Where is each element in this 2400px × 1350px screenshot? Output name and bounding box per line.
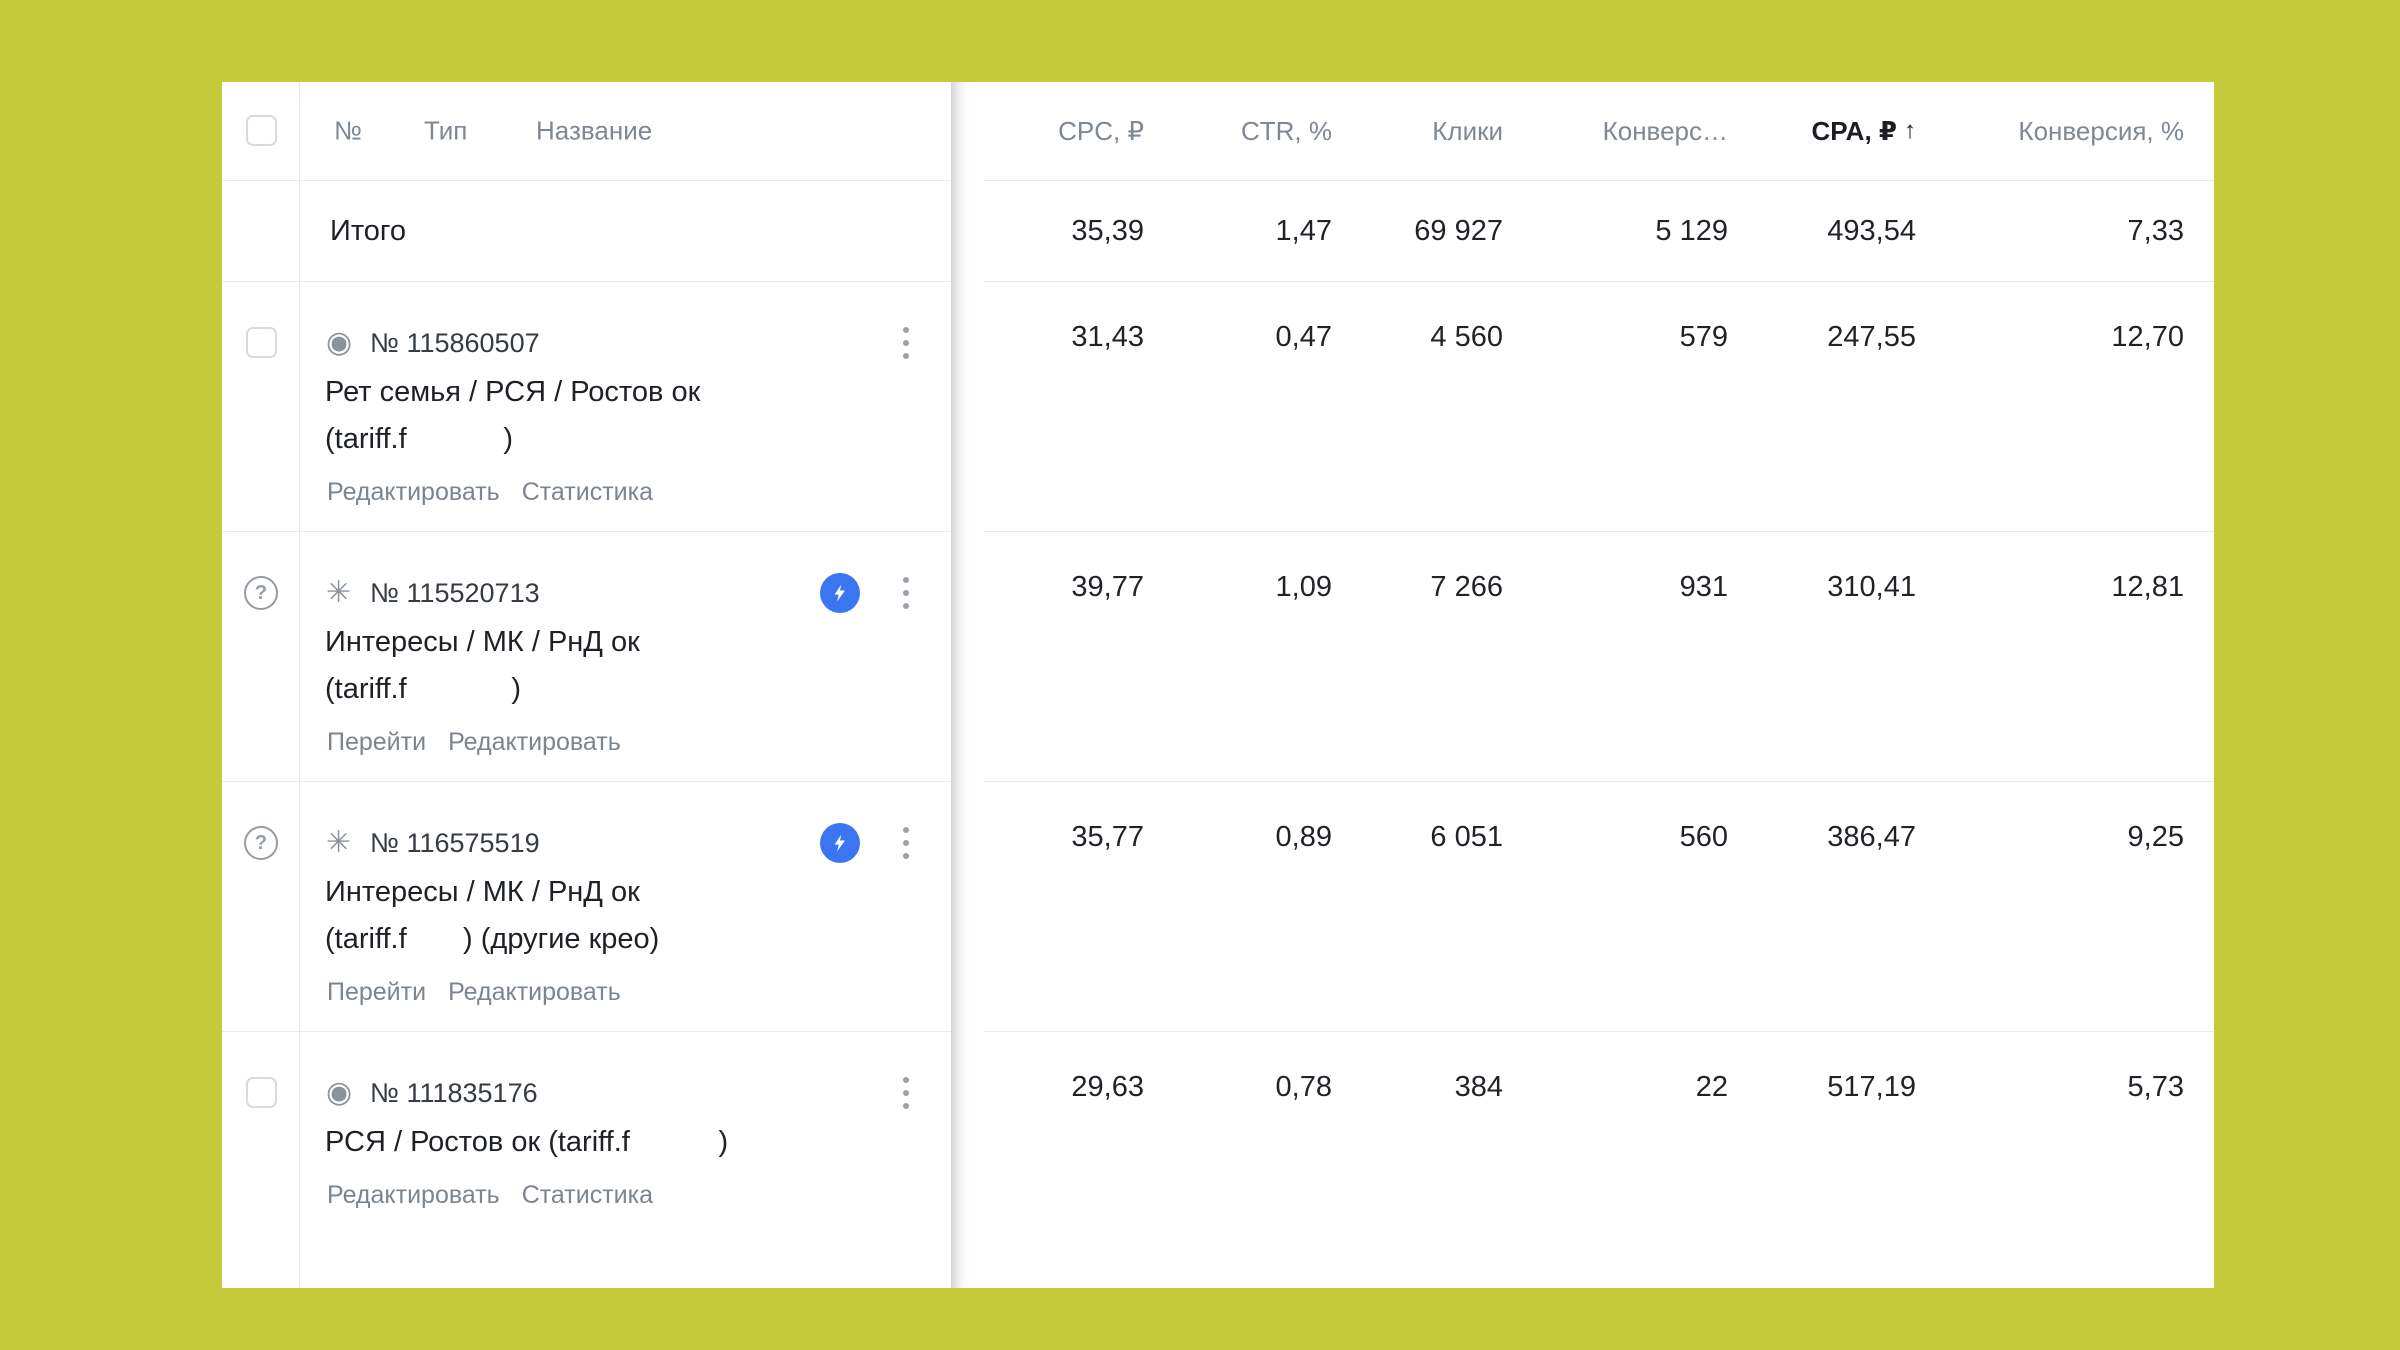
cell-cpa: 517,19 bbox=[1827, 1071, 1916, 1103]
cell-clicks: 4 560 bbox=[1430, 321, 1503, 353]
stats-link[interactable]: Статистика bbox=[521, 1181, 654, 1209]
boost-badge-icon bbox=[820, 573, 860, 613]
header-left-columns: № Тип Название bbox=[300, 82, 951, 180]
column-header-name[interactable]: Название bbox=[536, 115, 653, 146]
campaign-number: № 116575519 bbox=[370, 827, 540, 858]
help-question-icon[interactable]: ? bbox=[244, 826, 278, 860]
cell-cpc: 35,77 bbox=[1071, 821, 1144, 853]
go-to-link[interactable]: Перейти bbox=[327, 978, 427, 1006]
target-icon: ◉ bbox=[326, 326, 353, 359]
campaign-cell: ◉ № 115860507 Рет семья / РСЯ / Ростов о… bbox=[300, 282, 951, 531]
cell-conversions: 560 bbox=[1679, 821, 1728, 853]
totals-label: Итого bbox=[330, 214, 406, 247]
header-lead-cell bbox=[222, 82, 300, 180]
sparkle-icon: ✳ bbox=[326, 576, 352, 609]
cell-conversion-rate: 5,73 bbox=[2127, 1071, 2184, 1103]
target-icon: ◉ bbox=[326, 1076, 353, 1109]
kebab-menu-button[interactable] bbox=[890, 1077, 922, 1115]
campaign-number: № 115520713 bbox=[370, 577, 540, 608]
cell-conversions: 931 bbox=[1679, 571, 1728, 603]
column-header-clicks[interactable]: Клики bbox=[1432, 115, 1503, 146]
boost-badge-icon bbox=[820, 823, 860, 863]
campaign-name-link[interactable]: РСЯ / Ростов ок (tariff.f ) bbox=[325, 1126, 729, 1158]
kebab-menu-button[interactable] bbox=[890, 327, 922, 365]
totals-ctr: 1,47 bbox=[1275, 214, 1332, 247]
cell-clicks: 7 266 bbox=[1430, 571, 1503, 603]
cell-conversion-rate: 12,70 bbox=[2111, 321, 2184, 353]
row-metrics: 31,43 0,47 4 560 579 247,55 12,70 bbox=[984, 282, 2214, 531]
column-header-cpa[interactable]: CPA, ₽ ↑ bbox=[1758, 82, 1946, 180]
campaign-number: № 111835176 bbox=[370, 1077, 538, 1108]
row-metrics: 35,77 0,89 6 051 560 386,47 9,25 bbox=[984, 782, 2214, 1031]
cell-conversions: 579 bbox=[1679, 321, 1728, 353]
sort-arrow-up-icon: ↑ bbox=[1904, 117, 1916, 144]
row-lead-cell: ? bbox=[222, 782, 300, 1031]
row-checkbox[interactable] bbox=[246, 1077, 277, 1108]
row-metrics: 29,63 0,78 384 22 517,19 5,73 bbox=[984, 1032, 2214, 1287]
campaign-name-link[interactable]: Интересы / МК / РнД ок (tariff.f ) (друг… bbox=[325, 876, 660, 955]
kebab-menu-button[interactable] bbox=[890, 827, 922, 865]
cell-clicks: 384 bbox=[1454, 1071, 1503, 1103]
sparkle-icon: ✳ bbox=[326, 826, 352, 859]
table-row: ? ✳ № 115520713 Интересы / МК / РнД ок (… bbox=[222, 532, 2214, 782]
campaign-name-link[interactable]: Рет семья / РСЯ / Ростов ок (tariff.f ) bbox=[325, 376, 701, 455]
edit-link[interactable]: Редактировать bbox=[448, 728, 621, 756]
cell-cpa: 310,41 bbox=[1827, 571, 1916, 603]
row-metrics: 39,77 1,09 7 266 931 310,41 12,81 bbox=[984, 532, 2214, 781]
column-header-ctr[interactable]: CTR, % bbox=[1241, 115, 1332, 146]
edit-link[interactable]: Редактировать bbox=[448, 978, 621, 1006]
select-all-checkbox[interactable] bbox=[246, 115, 277, 146]
campaigns-table: № Тип Название CPC, ₽ CTR, % Клики Конве… bbox=[222, 82, 2214, 1288]
totals-row: Итого 35,39 1,47 69 927 5 129 493,54 7,3… bbox=[222, 181, 2214, 282]
totals-clicks: 69 927 bbox=[1414, 214, 1503, 247]
cell-cpa: 386,47 bbox=[1827, 821, 1916, 853]
cell-conversions: 22 bbox=[1695, 1071, 1728, 1103]
totals-conversions: 5 129 bbox=[1655, 214, 1728, 247]
table-row: ? ✳ № 116575519 Интересы / МК / РнД ок (… bbox=[222, 782, 2214, 1032]
column-header-number[interactable]: № bbox=[334, 115, 362, 146]
go-to-link[interactable]: Перейти bbox=[327, 728, 427, 756]
totals-cpa: 493,54 bbox=[1827, 214, 1916, 247]
row-checkbox[interactable] bbox=[246, 327, 277, 358]
cell-cpa: 247,55 bbox=[1827, 321, 1916, 353]
kebab-menu-button[interactable] bbox=[890, 577, 922, 615]
campaign-cell: ✳ № 116575519 Интересы / МК / РнД ок (ta… bbox=[300, 782, 951, 1031]
cell-conversion-rate: 12,81 bbox=[2111, 571, 2184, 603]
cpa-header-label: CPA, ₽ bbox=[1811, 115, 1897, 146]
cell-clicks: 6 051 bbox=[1430, 821, 1503, 853]
frozen-column-divider bbox=[951, 82, 984, 1288]
header-metric-columns: CPC, ₽ CTR, % Клики Конверс… CPA, ₽ ↑ Ко… bbox=[984, 82, 2214, 180]
edit-link[interactable]: Редактировать bbox=[327, 1181, 500, 1209]
cell-ctr: 0,47 bbox=[1275, 321, 1332, 353]
totals-metrics: 35,39 1,47 69 927 5 129 493,54 7,33 bbox=[984, 181, 2214, 281]
help-question-icon[interactable]: ? bbox=[244, 576, 278, 610]
campaign-cell: ◉ № 111835176 РСЯ / Ростов ок (tariff.f … bbox=[300, 1032, 951, 1287]
cell-ctr: 1,09 bbox=[1275, 571, 1332, 603]
cell-cpc: 31,43 bbox=[1071, 321, 1144, 353]
table-row: ◉ № 111835176 РСЯ / Ростов ок (tariff.f … bbox=[222, 1032, 2214, 1287]
row-lead-cell bbox=[222, 282, 300, 531]
column-header-conversions[interactable]: Конверс… bbox=[1602, 115, 1728, 146]
campaign-number: № 115860507 bbox=[370, 327, 540, 358]
campaign-name-link[interactable]: Интересы / МК / РнД ок (tariff.f ) bbox=[325, 626, 640, 705]
table-row: ◉ № 115860507 Рет семья / РСЯ / Ростов о… bbox=[222, 282, 2214, 532]
campaign-cell: ✳ № 115520713 Интересы / МК / РнД ок (ta… bbox=[300, 532, 951, 781]
column-header-conversion-rate[interactable]: Конверсия, % bbox=[2018, 115, 2184, 146]
cell-ctr: 0,78 bbox=[1275, 1071, 1332, 1103]
totals-main-cell: Итого bbox=[300, 181, 951, 281]
row-lead-cell bbox=[222, 1032, 300, 1287]
cell-ctr: 0,89 bbox=[1275, 821, 1332, 853]
totals-conversion-rate: 7,33 bbox=[2127, 214, 2184, 247]
cell-cpc: 39,77 bbox=[1071, 571, 1144, 603]
stats-link[interactable]: Статистика bbox=[521, 478, 654, 506]
edit-link[interactable]: Редактировать bbox=[327, 478, 500, 506]
cell-conversion-rate: 9,25 bbox=[2127, 821, 2184, 853]
row-lead-cell: ? bbox=[222, 532, 300, 781]
column-header-type[interactable]: Тип bbox=[424, 115, 468, 146]
table-header-row: № Тип Название CPC, ₽ CTR, % Клики Конве… bbox=[222, 82, 2214, 181]
cell-cpc: 29,63 bbox=[1071, 1071, 1144, 1103]
totals-cpc: 35,39 bbox=[1071, 214, 1144, 247]
column-header-cpc[interactable]: CPC, ₽ bbox=[1058, 115, 1144, 146]
totals-lead-cell bbox=[222, 181, 300, 281]
